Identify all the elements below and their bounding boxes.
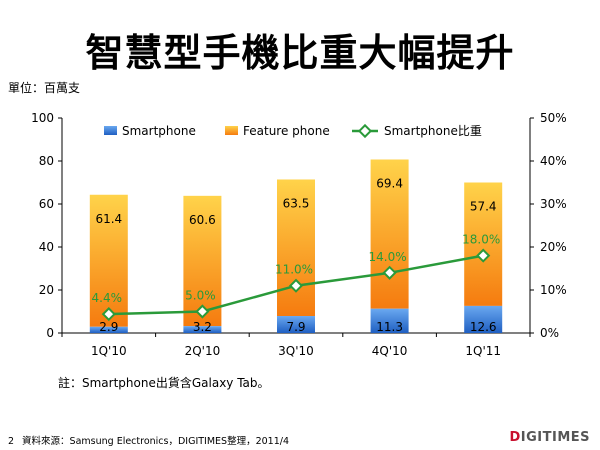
- feature-phone-bar: [89, 194, 128, 327]
- feature-phone-value-label: 61.4: [95, 212, 122, 226]
- smartphone-share-label: 14.0%: [369, 250, 407, 264]
- page-number: 2: [8, 436, 15, 447]
- unit-label: 單位：百萬支: [8, 81, 81, 95]
- source-text: 資料來源：Samsung Electronics，DIGITIMES整理，201…: [22, 436, 290, 447]
- x-category-label: 1Q'10: [91, 344, 127, 358]
- y-right-tick-label: 10%: [540, 283, 567, 297]
- smartphone-share-label: 5.0%: [185, 289, 216, 303]
- y-left-tick-label: 0: [46, 326, 54, 340]
- smartphone-share-marker: [382, 265, 397, 280]
- feature-phone-value-label: 69.4: [376, 176, 403, 190]
- legend-smartphone-label: Smartphone: [122, 124, 196, 138]
- smartphone-bar: [370, 308, 409, 333]
- slide-title: 智慧型手機比重大幅提升: [85, 31, 515, 75]
- legend-smartphone-swatch: [104, 126, 117, 135]
- smartphone-value-label: 3.2: [193, 320, 212, 334]
- feature-phone-value-label: 60.6: [189, 213, 216, 227]
- smartphone-bar: [183, 326, 222, 333]
- x-category-label: 4Q'10: [372, 344, 408, 358]
- logo-prefix: D: [509, 430, 521, 445]
- digitimes-logo: DIGITIMES: [509, 430, 590, 445]
- smartphone-share-label: 4.4%: [92, 291, 123, 305]
- x-category-label: 3Q'10: [278, 344, 314, 358]
- y-right-tick-label: 0%: [540, 326, 559, 340]
- feature-phone-bar: [277, 179, 315, 317]
- smartphone-share-marker: [195, 304, 210, 319]
- plot-area: 0 20 40 60 80 100 0% 10% 20% 30% 40% 50% 61.4 2.9 1Q'1…: [31, 111, 567, 358]
- smartphone-value-label: 11.3: [376, 320, 403, 334]
- feature-phone-value-label: 57.4: [470, 200, 497, 214]
- smartphone-share-marker: [101, 307, 116, 322]
- y-left-tick-label: 80: [39, 154, 54, 168]
- smartphone-bar: [89, 326, 128, 333]
- feature-phone-value-label: 63.5: [283, 196, 310, 210]
- y-left-tick-label: 100: [31, 111, 54, 125]
- smartphone-value-label: 2.9: [99, 320, 118, 334]
- logo-rest: IGITIMES: [520, 430, 590, 445]
- footer-source: 2 資料來源：Samsung Electronics，DIGITIMES整理，20…: [8, 433, 289, 447]
- chart-note: 註：Smartphone出貨含Galaxy Tab。: [58, 376, 270, 390]
- legend-share-marker: [357, 123, 373, 139]
- stacked-bar-line-chart: 0 20 40 60 80 100 0% 10% 20% 30% 40% 50% 61.4 2.9 1Q'1…: [31, 111, 567, 358]
- smartphone-value-label: 12.6: [470, 320, 497, 334]
- smartphone-share-label: 18.0%: [462, 233, 500, 247]
- y-right-tick-label: 30%: [540, 197, 567, 211]
- y-right-tick-label: 50%: [540, 111, 567, 125]
- x-category-label: 1Q'11: [465, 344, 501, 358]
- smartphone-bar: [277, 316, 315, 333]
- legend-feature-label: Feature phone: [243, 124, 330, 138]
- smartphone-value-label: 7.9: [286, 320, 305, 334]
- feature-phone-bar: [464, 182, 503, 306]
- smartphone-share-label: 11.0%: [275, 263, 313, 277]
- smartphone-share-marker: [476, 248, 491, 263]
- y-left-tick-label: 60: [39, 197, 54, 211]
- legend-feature-swatch: [225, 126, 238, 135]
- y-right-tick-label: 40%: [540, 154, 567, 168]
- y-left-tick-label: 20: [39, 283, 54, 297]
- y-right-tick-label: 20%: [540, 240, 567, 254]
- feature-phone-bar: [370, 159, 409, 309]
- legend-share-label: Smartphone比重: [384, 124, 482, 138]
- smartphone-share-marker: [288, 278, 304, 293]
- x-category-label: 2Q'10: [185, 344, 221, 358]
- feature-phone-bar: [183, 195, 222, 327]
- y-left-tick-label: 40: [39, 240, 54, 254]
- smartphone-bar: [464, 305, 503, 333]
